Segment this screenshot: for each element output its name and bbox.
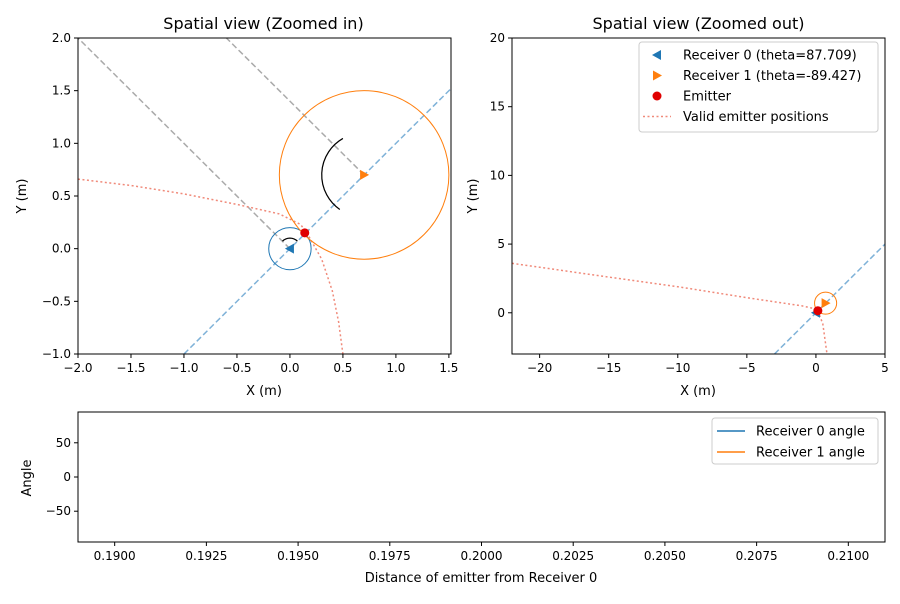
panel3-xlabel: Distance of emitter from Receiver 0 <box>365 571 598 586</box>
p1-ytick-label: 1.0 <box>52 136 71 150</box>
panel1-title: Spatial view (Zoomed in) <box>163 14 363 33</box>
p2-receiver-1-circle <box>814 291 838 315</box>
p2-legend-label: Emitter <box>683 90 732 105</box>
p2-xtick-label: −10 <box>665 361 690 375</box>
panel1-ticks: −2.0 −1.5 −1.0 −0.5 0.0 0.5 1.0 1.5 −1.0 −0.5 0.0 0… <box>42 31 459 375</box>
p1-xtick-label: 0.5 <box>333 361 352 375</box>
panel3-frame <box>77 411 886 543</box>
p3-xtick-label: 0.2050 <box>644 549 686 563</box>
p3-xtick-label: 0.1900 <box>94 549 136 563</box>
p2-ytick-label: 10 <box>490 168 505 182</box>
panel2-ticks: −20 −15 −10 −5 0 5 0 5 10 15 20 <box>490 31 889 375</box>
p2-xtick-label: −20 <box>527 361 552 375</box>
p3-xtick-label: 0.2000 <box>461 549 503 563</box>
p2-legend-swatch <box>653 70 662 81</box>
p2-plot-area <box>512 243 885 354</box>
p1-xtick-label: 1.0 <box>386 361 405 375</box>
p3-legend-label-0: Receiver 0 angle <box>756 425 865 440</box>
p3-xtick-label: 0.2075 <box>736 549 778 563</box>
p2-ytick-label: 15 <box>490 100 505 114</box>
p3-xtick-label: 0.2025 <box>552 549 594 563</box>
p3-xtick-label: 0.2100 <box>827 549 869 563</box>
p1-emitter-marker <box>300 228 310 238</box>
p2-receiver-1-marker <box>821 298 831 309</box>
p1-ytick-label: 1.5 <box>52 84 71 98</box>
p1-receiver-1-marker <box>360 169 370 180</box>
panel1-ylabel: Y (m) <box>15 179 30 215</box>
p2-ytick-label: 0 <box>497 306 505 320</box>
p3-xtick-label: 0.1950 <box>277 549 319 563</box>
p2-ytick-label: 20 <box>490 31 505 45</box>
p1-ytick-label: 0.5 <box>52 189 71 203</box>
p1-xtick-label: −1.5 <box>116 361 145 375</box>
p2-xtick-label: −15 <box>596 361 621 375</box>
p1-ytick-label: −1.0 <box>42 347 71 361</box>
panel2-ylabel: Y (m) <box>466 179 481 215</box>
p1-xtick-label: 0.0 <box>280 361 299 375</box>
p1-xtick-label: −0.5 <box>222 361 251 375</box>
p1-xtick-label: −2.0 <box>63 361 92 375</box>
p2-emitter-marker <box>813 306 823 316</box>
p2-legend-box <box>638 41 879 133</box>
p2-dashed-line <box>773 243 885 354</box>
p1-angle-arc-1 <box>282 237 298 242</box>
p3-legend-label-1: Receiver 1 angle <box>756 446 865 461</box>
p1-receiver-0-marker <box>284 243 294 254</box>
p1-receiver-1-circle <box>278 90 450 260</box>
panel2-legend: Receiver 0 (theta=87.709) Receiver 1 (the… <box>638 41 879 133</box>
panel3-ticks: 0.1900 0.1925 0.1950 0.1975 0.2000 0.2025 0.20… <box>46 436 870 563</box>
panel2-title: Spatial view (Zoomed out) <box>593 14 805 33</box>
panel3-ylabel: Angle <box>20 460 35 497</box>
p2-xtick-label: −5 <box>738 361 756 375</box>
p1-receiver-0-circle <box>268 227 312 271</box>
p2-dotted-line <box>512 262 828 354</box>
p3-ytick-label: 50 <box>56 436 71 450</box>
p1-angle-arc-0 <box>321 137 344 210</box>
p2-legend-label: Valid emitter positions <box>683 110 829 125</box>
p2-legend-swatch <box>652 50 661 60</box>
p2-legend-label: Receiver 1 (theta=-89.427) <box>683 69 861 84</box>
p3-xtick-label: 0.1975 <box>369 549 411 563</box>
panel2-xlabel: X (m) <box>680 384 716 399</box>
p2-xtick-label: 0 <box>812 361 820 375</box>
panel2-frame <box>511 37 886 355</box>
p1-xtick-label: 1.5 <box>439 361 458 375</box>
p3-ytick-label: 0 <box>63 470 71 484</box>
p1-plot-area <box>78 38 451 354</box>
panel1-xlabel: X (m) <box>246 384 282 399</box>
p2-xtick-label: 5 <box>881 361 889 375</box>
panel3-legend: Receiver 0 angle Receiver 1 angle <box>711 417 879 465</box>
p1-dashed-line <box>78 38 291 250</box>
p1-ytick-label: 2.0 <box>52 31 71 45</box>
panel1-frame <box>77 37 452 355</box>
p2-ytick-label: 5 <box>497 237 505 251</box>
p1-xtick-label: −1.0 <box>169 361 198 375</box>
p3-xtick-label: 0.1925 <box>185 549 227 563</box>
p1-dashed-line <box>225 38 365 176</box>
p1-ytick-label: −0.5 <box>42 294 71 308</box>
p3-ytick-label: −50 <box>46 504 71 518</box>
p3-legend-box <box>711 417 879 465</box>
p2-legend-label: Receiver 0 (theta=87.709) <box>683 49 857 64</box>
p1-ytick-label: 0.0 <box>52 242 71 256</box>
p2-legend-swatch <box>652 91 662 101</box>
